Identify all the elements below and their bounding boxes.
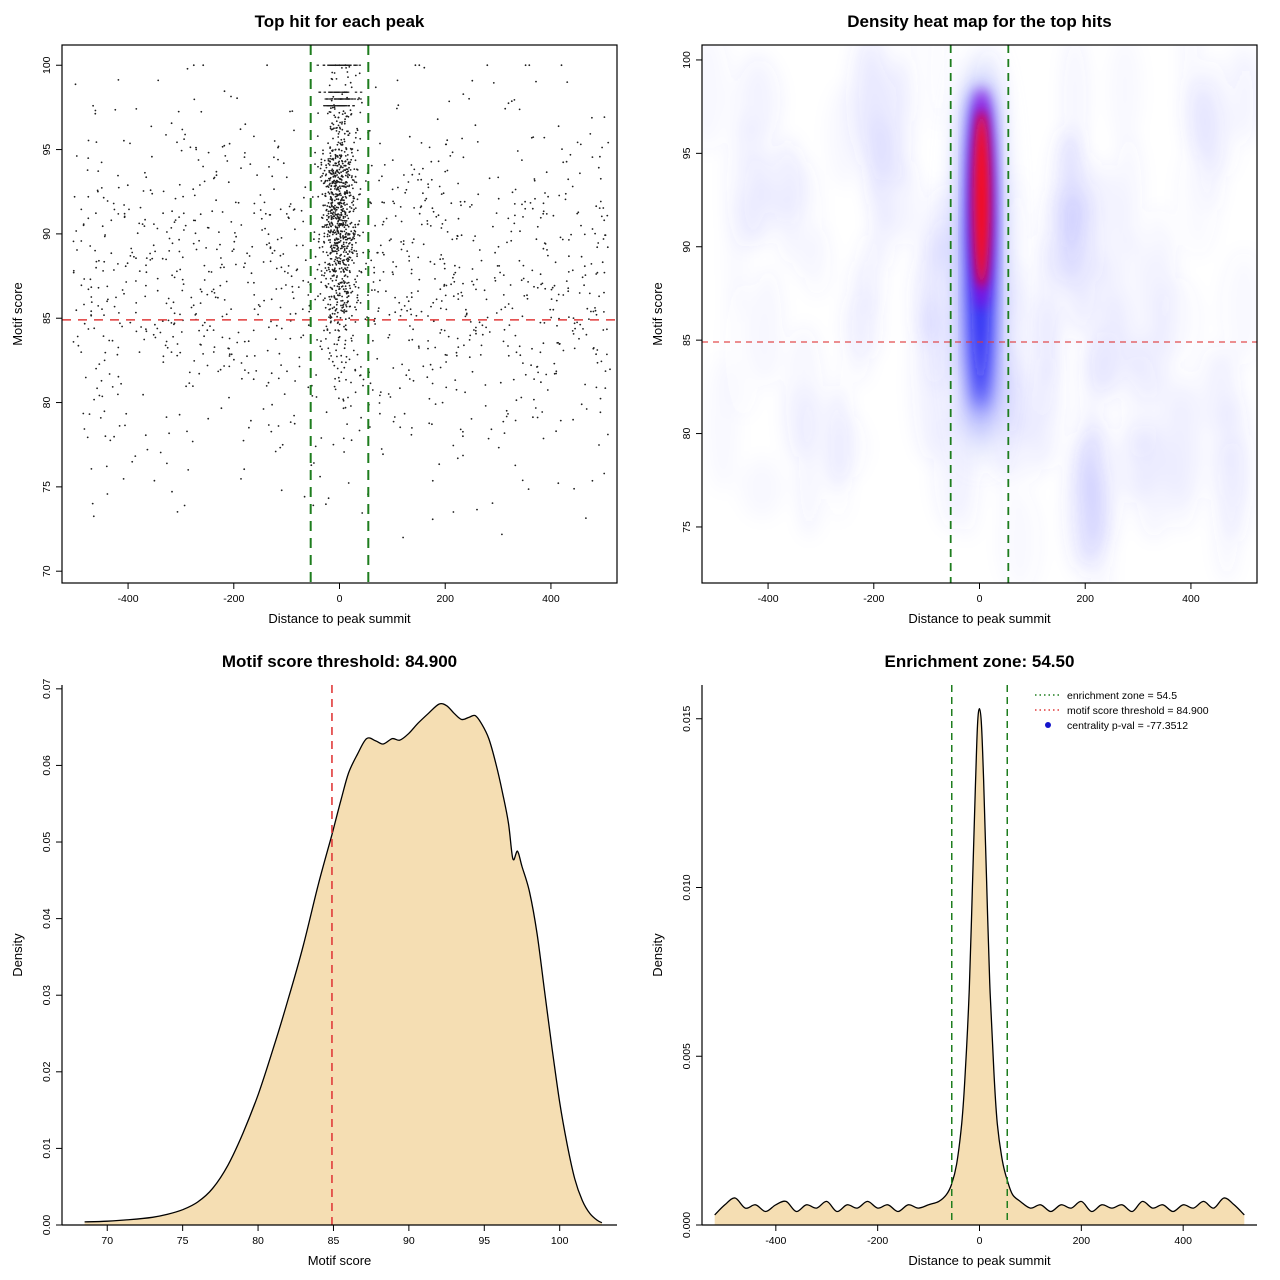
svg-text:0.01: 0.01 [41,1138,53,1159]
svg-text:-200: -200 [223,593,244,605]
density-curve [714,707,1245,1216]
svg-text:85: 85 [41,312,53,324]
svg-text:80: 80 [681,428,693,440]
svg-text:Motif score: Motif score [650,282,665,346]
svg-text:-400: -400 [118,593,139,605]
svg-text:0.02: 0.02 [41,1061,53,1082]
svg-text:95: 95 [478,1235,490,1247]
panel-title-scatter: Top hit for each peak [254,12,425,31]
svg-text:75: 75 [177,1235,189,1247]
svg-text:0.04: 0.04 [41,908,53,929]
svg-text:400: 400 [1182,593,1200,605]
panel-enrichment-density: Enrichment zone: 54.50 -400 -200 0 200 400 0.… [640,640,1280,1280]
svg-text:0.06: 0.06 [41,755,53,776]
svg-text:75: 75 [681,521,693,533]
svg-text:400: 400 [542,593,560,605]
enrichment-density-canvas: -400 -200 0 200 400 0.000 0.005 0.010 0.015 Dista… [650,685,1257,1268]
scatter-canvas: -400 -200 0 200 400 70 75 80 85 90 95 100 Distance t… [10,44,618,626]
heatmap-layers [727,45,1254,583]
svg-text:95: 95 [41,144,53,156]
panel-motif-score-density: Motif score threshold: 84.900 70 75 80 85 90… [0,640,640,1280]
svg-text:-400: -400 [758,593,779,605]
svg-text:200: 200 [436,593,454,605]
axes: -400 -200 0 200 400 75 80 85 90 95 100 Distance to … [650,44,1258,626]
svg-text:0.010: 0.010 [681,874,693,900]
svg-text:70: 70 [41,565,53,577]
panel-title-heatmap: Density heat map for the top hits [847,12,1112,31]
heatmap-canvas: -400 -200 0 200 400 75 80 85 90 95 100 Distance to … [650,44,1258,626]
density-area [714,708,1245,1225]
svg-text:0.000: 0.000 [681,1212,693,1238]
svg-text:enrichment zone = 54.5: enrichment zone = 54.5 [1067,690,1177,702]
svg-text:400: 400 [1174,1235,1192,1247]
svg-text:0.07: 0.07 [41,678,53,699]
svg-text:80: 80 [252,1235,264,1247]
density-area [84,703,602,1225]
panel-density-heatmap: Density heat map for the top hits -400 -2… [640,0,1280,640]
svg-text:95: 95 [681,147,693,159]
svg-text:75: 75 [41,481,53,493]
svg-text:Distance to peak summit: Distance to peak summit [908,1253,1051,1268]
svg-text:Density: Density [650,933,665,977]
svg-text:-400: -400 [765,1235,786,1247]
svg-text:85: 85 [681,334,693,346]
svg-text:0.00: 0.00 [41,1215,53,1236]
scatter-points [72,64,611,539]
svg-text:100: 100 [551,1235,569,1247]
svg-text:80: 80 [41,397,53,409]
svg-text:0: 0 [977,1235,983,1247]
svg-text:70: 70 [101,1235,113,1247]
panel-title-score-density: Motif score threshold: 84.900 [221,652,458,671]
svg-text:Density: Density [10,933,25,977]
svg-text:0.005: 0.005 [681,1043,693,1069]
axes: -400 -200 0 200 400 0.000 0.005 0.010 0.015 Dista… [650,685,1257,1268]
svg-text:90: 90 [681,241,693,253]
svg-text:Distance to peak summit: Distance to peak summit [268,611,411,626]
density-curve [84,702,603,1224]
svg-text:motif score threshold = 84.900: motif score threshold = 84.900 [1067,705,1209,717]
score-density-canvas: 70 75 80 85 90 95 100 0.00 0.01 0.02 0.03 0.04 0.05 0… [10,678,617,1268]
panel-top-hit-scatter: Top hit for each peak -400 -200 0 200 400 70 7… [0,0,640,640]
svg-text:85: 85 [328,1235,340,1247]
svg-text:Distance to peak summit: Distance to peak summit [908,611,1051,626]
svg-text:-200: -200 [867,1235,888,1247]
svg-text:0.015: 0.015 [681,705,693,731]
svg-text:200: 200 [1073,1235,1091,1247]
legend: enrichment zone = 54.5 motif score thresh… [1035,690,1209,732]
svg-text:0: 0 [337,593,343,605]
svg-text:Motif score: Motif score [308,1253,372,1268]
svg-text:100: 100 [41,56,53,74]
axes: 70 75 80 85 90 95 100 0.00 0.01 0.02 0.03 0.04 0.05 0… [10,678,617,1268]
svg-text:100: 100 [681,51,693,69]
svg-text:90: 90 [403,1235,415,1247]
svg-text:Motif score: Motif score [10,282,25,346]
svg-text:centrality p-val = -77.3512: centrality p-val = -77.3512 [1067,720,1188,732]
svg-text:0.05: 0.05 [41,832,53,853]
axes: -400 -200 0 200 400 70 75 80 85 90 95 100 Distance t… [10,44,618,626]
svg-text:90: 90 [41,228,53,240]
panel-title-enrichment: Enrichment zone: 54.50 [884,652,1075,671]
svg-text:0.03: 0.03 [41,985,53,1006]
svg-text:200: 200 [1076,593,1094,605]
svg-text:0: 0 [977,593,983,605]
svg-text:-200: -200 [863,593,884,605]
